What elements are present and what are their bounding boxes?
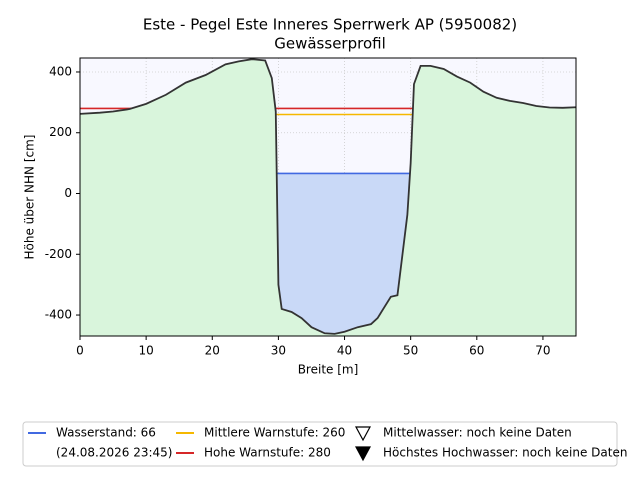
x-tick-label: 40 xyxy=(337,344,352,358)
y-tick-label: 200 xyxy=(49,125,72,139)
chart-subtitle: Gewässerprofil xyxy=(274,35,386,53)
x-tick-label: 30 xyxy=(271,344,286,358)
ground-fill xyxy=(80,59,576,336)
y-axis-label: Höhe über NHN [cm] xyxy=(23,135,37,260)
legend-timestamp: (24.08.2026 23:45) xyxy=(56,446,172,460)
y-tick-label: -400 xyxy=(45,308,72,322)
legend-label: Hohe Warnstufe: 280 xyxy=(204,446,331,460)
legend-label: Mittelwasser: noch keine Daten xyxy=(383,426,572,440)
x-axis-label: Breite [m] xyxy=(298,363,359,377)
x-tick-label: 10 xyxy=(138,344,153,358)
plot-frame xyxy=(79,57,577,337)
profile-line xyxy=(79,58,577,335)
legend-marker xyxy=(354,446,372,462)
legend-box xyxy=(22,421,618,467)
legend-label: Mittlere Warnstufe: 260 xyxy=(204,426,345,440)
legend-label: Höchstes Hochwasser: noch keine Daten xyxy=(383,446,627,460)
x-tick-label: 20 xyxy=(205,344,220,358)
legend-marker xyxy=(354,426,372,442)
y-tick-label: 0 xyxy=(64,186,72,200)
legend-label: Wasserstand: 66 xyxy=(56,426,156,440)
y-tick-label: -200 xyxy=(45,247,72,261)
chart-title: Este - Pegel Este Inneres Sperrwerk AP (… xyxy=(143,16,517,34)
x-tick-label: 70 xyxy=(535,344,550,358)
y-tick-label: 400 xyxy=(49,64,72,78)
x-tick-label: 60 xyxy=(469,344,484,358)
x-tick-label: 0 xyxy=(76,344,84,358)
x-tick-label: 50 xyxy=(403,344,418,358)
